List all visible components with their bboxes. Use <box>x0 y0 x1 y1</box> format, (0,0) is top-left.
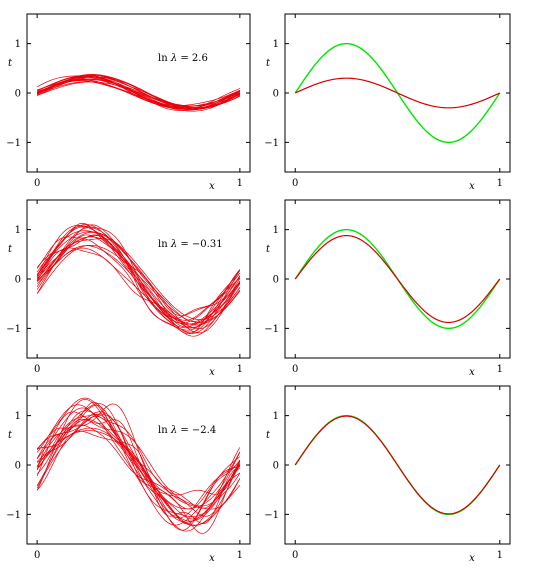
x-axis-label: x <box>469 553 475 564</box>
x-tick-label: 0 <box>34 364 40 375</box>
sample-curve <box>36 411 241 507</box>
y-tick-label: −1 <box>264 510 279 521</box>
panel-5: 1 0 −1 0 1 x t ln λ = −2.4 <box>6 385 251 564</box>
x-tick-label: 0 <box>292 364 298 375</box>
y-tick-label: 1 <box>273 39 279 50</box>
y-tick-label: −1 <box>6 510 21 521</box>
sample-curve <box>36 407 241 526</box>
ln-lambda-annotation: ln λ = 2.6 <box>158 53 208 64</box>
x-tick-label: 1 <box>497 178 503 189</box>
sample-curve <box>36 415 241 532</box>
y-tick-label: 1 <box>15 411 21 422</box>
y-tick-label: 0 <box>15 275 21 286</box>
panel-2: 1 0 −1 0 1 x t <box>264 13 511 192</box>
curves <box>294 228 501 330</box>
sample-curve <box>37 80 240 109</box>
average-fit-curve <box>294 415 501 515</box>
x-axis-label: x <box>209 553 215 564</box>
ln-lambda-annotation: ln λ = −2.4 <box>158 425 216 436</box>
x-axis-label: x <box>209 367 215 378</box>
sample-curve <box>36 404 241 519</box>
y-tick-label: 0 <box>15 461 21 472</box>
sample-curve <box>36 74 241 109</box>
sample-curve <box>36 411 241 527</box>
panel-6: 1 0 −1 0 1 x t <box>264 385 511 564</box>
sample-curve <box>36 247 241 324</box>
sample-curve <box>36 413 241 520</box>
average-fit-curve <box>294 234 501 324</box>
y-tick-label: 1 <box>273 225 279 236</box>
sample-curve <box>36 403 241 518</box>
curves <box>294 414 501 516</box>
y-tick-label: −1 <box>6 138 21 149</box>
x-tick-label: 1 <box>237 364 243 375</box>
panel-4: 1 0 −1 0 1 x t <box>264 199 511 378</box>
x-tick-label: 0 <box>34 178 40 189</box>
y-tick-label: 0 <box>273 89 279 100</box>
x-axis-label: x <box>469 367 475 378</box>
average-fit-curve <box>294 77 501 109</box>
x-tick-label: 1 <box>237 178 243 189</box>
y-axis-label: t <box>8 430 13 441</box>
sample-curve <box>36 222 241 335</box>
y-tick-label: 0 <box>273 461 279 472</box>
sample-curve <box>36 224 241 328</box>
y-axis-label: t <box>266 430 271 441</box>
y-axis-label: t <box>8 244 13 255</box>
curves <box>36 397 241 534</box>
y-tick-label: 1 <box>15 225 21 236</box>
x-axis-label: x <box>469 181 475 192</box>
y-axis-label: t <box>8 58 13 69</box>
sample-curve <box>36 234 241 317</box>
sample-curve <box>36 244 241 323</box>
y-tick-label: −1 <box>264 138 279 149</box>
x-tick-label: 1 <box>497 550 503 561</box>
y-tick-label: −1 <box>6 324 21 335</box>
x-tick-label: 1 <box>237 550 243 561</box>
ln-lambda-annotation: ln λ = −0.31 <box>158 239 223 250</box>
panel-3: 1 0 −1 0 1 x t ln λ = −0.31 <box>6 199 251 378</box>
sample-curve <box>36 235 241 319</box>
y-tick-label: −1 <box>264 324 279 335</box>
x-axis-label: x <box>209 181 215 192</box>
y-tick-label: 1 <box>273 411 279 422</box>
sample-curve <box>36 231 241 334</box>
sample-curve <box>36 403 241 534</box>
x-tick-label: 1 <box>497 364 503 375</box>
y-axis-label: t <box>266 244 271 255</box>
sample-curve <box>36 231 241 320</box>
x-tick-label: 0 <box>292 178 298 189</box>
curves <box>36 74 241 112</box>
sample-curve <box>36 225 241 329</box>
y-tick-label: 0 <box>273 275 279 286</box>
sample-curve <box>36 401 241 525</box>
curves <box>36 222 241 337</box>
panel-1: 1 0 −1 0 1 x t ln λ = 2.6 <box>6 13 251 192</box>
sample-curve <box>37 78 241 106</box>
sample-curve <box>36 247 241 321</box>
sample-curve <box>37 81 241 108</box>
y-tick-label: 1 <box>15 39 21 50</box>
curves <box>294 42 501 144</box>
y-tick-label: 0 <box>15 89 21 100</box>
x-tick-label: 0 <box>292 550 298 561</box>
y-axis-label: t <box>266 58 271 69</box>
sample-curve <box>36 226 241 334</box>
x-tick-label: 0 <box>34 550 40 561</box>
